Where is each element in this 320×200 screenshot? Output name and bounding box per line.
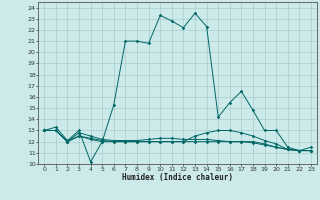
X-axis label: Humidex (Indice chaleur): Humidex (Indice chaleur) [122, 173, 233, 182]
